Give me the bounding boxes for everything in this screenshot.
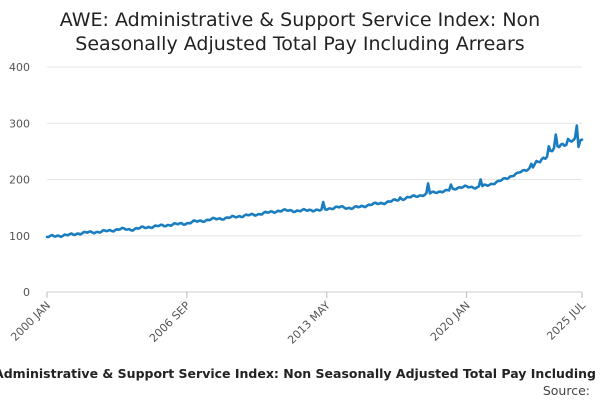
chart-title-line-1: AWE: Administrative & Support Service In… — [59, 9, 541, 31]
chart-title-line-2: Seasonally Adjusted Total Pay Including … — [75, 33, 525, 55]
source-label: Source: — [542, 383, 590, 398]
y-tick-label: 100 — [9, 230, 30, 243]
chart-title: AWE: Administrative & Support Service In… — [0, 8, 600, 56]
y-tick-label: 200 — [9, 174, 30, 187]
x-tick-label: 2025 JUL — [544, 298, 588, 342]
y-tick-label: 400 — [9, 61, 30, 74]
y-tick-label: 0 — [23, 286, 30, 299]
x-tick-label: 2013 MAY — [285, 299, 333, 347]
y-axis: 0 100 200 300 400 — [9, 61, 30, 299]
grid-lines — [47, 66, 582, 293]
legend-series-label: Administrative & Support Service Index: … — [0, 366, 596, 381]
y-tick-label: 300 — [9, 117, 30, 130]
x-tick-label: 2020 JAN — [428, 299, 473, 344]
series-group — [45, 124, 584, 239]
x-tick-label: 2000 JAN — [8, 299, 53, 344]
x-tick-label: 2006 SEP — [147, 299, 193, 345]
x-axis: 2000 JAN 2006 SEP 2013 MAY 2020 JAN 2025 JUL — [8, 292, 589, 347]
series-line — [45, 124, 584, 239]
